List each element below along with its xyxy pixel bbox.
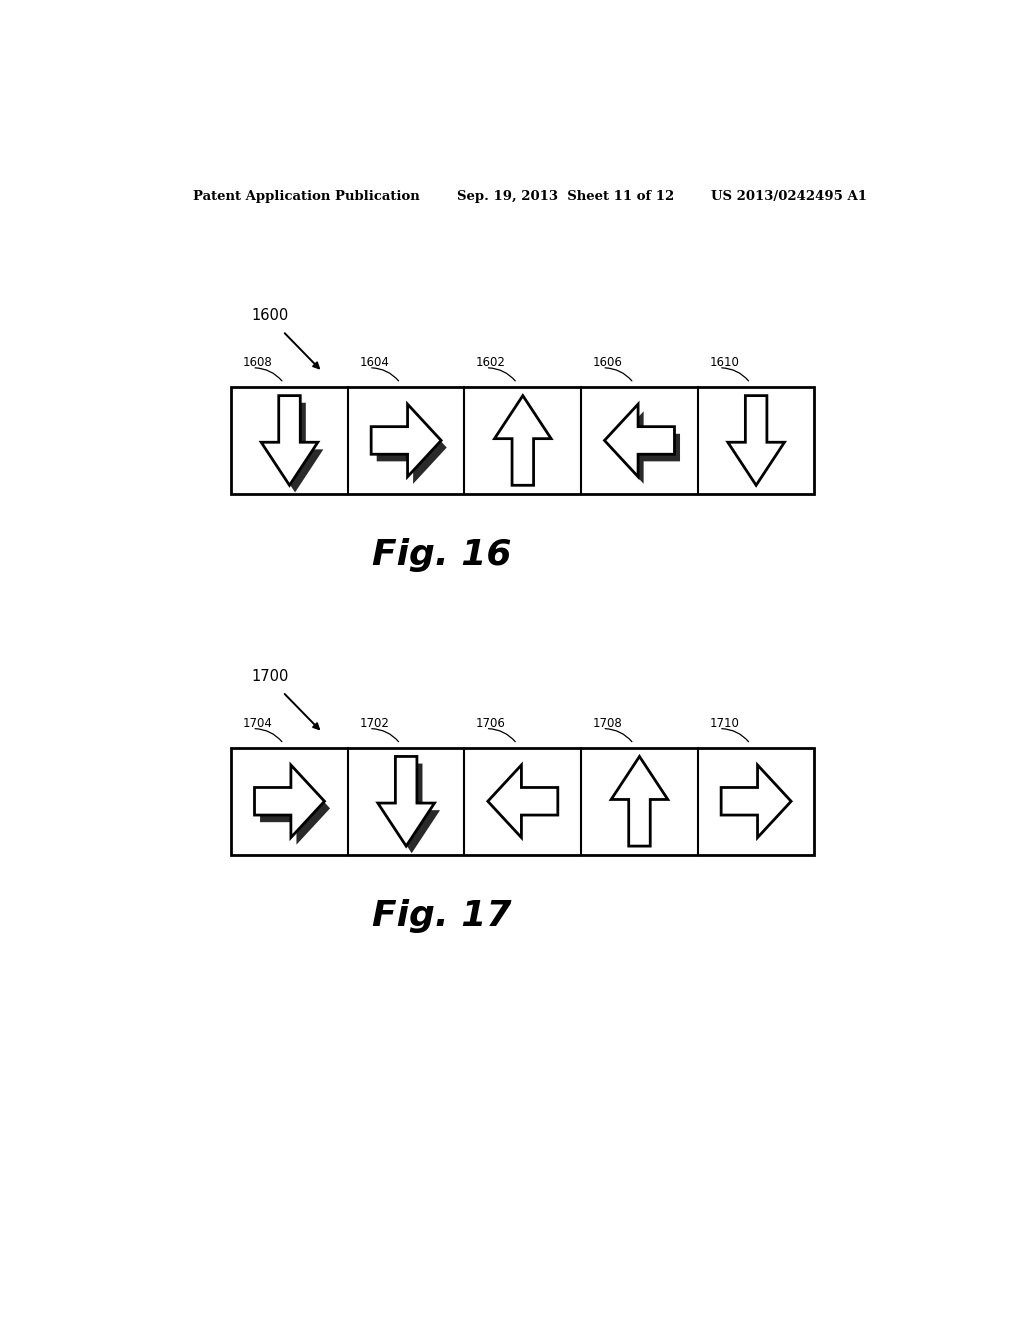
Polygon shape (378, 756, 434, 846)
Polygon shape (377, 412, 446, 484)
Bar (231, 387, 814, 494)
Text: 1704: 1704 (243, 717, 272, 730)
Polygon shape (255, 766, 325, 838)
Polygon shape (728, 396, 784, 486)
Text: Fig. 16: Fig. 16 (372, 537, 511, 572)
Polygon shape (266, 403, 324, 492)
Text: 1710: 1710 (710, 717, 739, 730)
Polygon shape (611, 756, 668, 846)
Text: 1608: 1608 (243, 356, 272, 368)
Polygon shape (371, 404, 441, 477)
Text: US 2013/0242495 A1: US 2013/0242495 A1 (712, 190, 867, 202)
Polygon shape (721, 766, 792, 838)
Bar (231, 748, 814, 854)
Text: 1606: 1606 (593, 356, 623, 368)
Polygon shape (610, 412, 680, 484)
Text: 1604: 1604 (359, 356, 389, 368)
Text: 1600: 1600 (251, 309, 289, 323)
Text: Patent Application Publication: Patent Application Publication (194, 190, 420, 202)
Text: 1708: 1708 (593, 717, 623, 730)
Polygon shape (261, 396, 317, 486)
Text: Fig. 17: Fig. 17 (372, 899, 511, 933)
Polygon shape (260, 772, 330, 845)
Text: 1610: 1610 (710, 356, 739, 368)
Text: Sep. 19, 2013  Sheet 11 of 12: Sep. 19, 2013 Sheet 11 of 12 (458, 190, 675, 202)
Polygon shape (383, 763, 440, 853)
Polygon shape (487, 766, 558, 838)
Text: 1602: 1602 (476, 356, 506, 368)
Polygon shape (604, 404, 675, 477)
Polygon shape (495, 396, 551, 486)
Text: 1702: 1702 (359, 717, 389, 730)
Text: 1706: 1706 (476, 717, 506, 730)
Text: 1700: 1700 (251, 669, 289, 684)
